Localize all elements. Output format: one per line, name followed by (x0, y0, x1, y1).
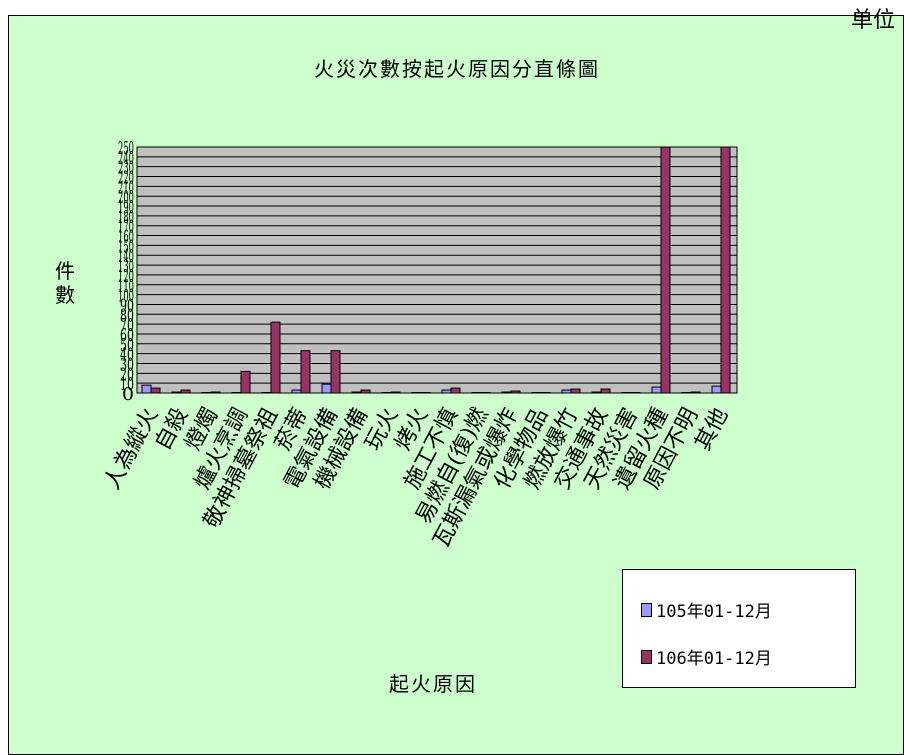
bar-series1-8 (381, 392, 392, 394)
bar-series1-15 (591, 391, 602, 394)
plot-area (136, 146, 738, 394)
legend-item-106: 106年01-12月 (641, 644, 772, 669)
y-tick-label: 110 (118, 276, 134, 297)
bar-series2-12 (510, 390, 521, 394)
bar-series2-18 (690, 391, 701, 394)
bar-series1-18 (681, 392, 692, 394)
corner-text: 单位 (850, 8, 895, 33)
bar-series1-1 (171, 391, 182, 394)
y-tick-label: 150 (118, 236, 134, 257)
y-tick-label: 180 (118, 207, 134, 228)
bar-series2-8 (390, 391, 401, 394)
y-tick-label: 170 (118, 217, 134, 238)
y-tick-label: 140 (118, 246, 134, 267)
bar-series2-2 (210, 391, 221, 394)
bar-series1-9 (411, 392, 422, 394)
bar-series1-17 (651, 386, 662, 394)
bar-series2-3 (240, 370, 251, 394)
y-tick-label: 40 (120, 345, 134, 366)
legend-item-105: 105年01-12月 (641, 597, 772, 622)
bar-series1-14 (561, 389, 572, 394)
bar-series2-9 (420, 392, 431, 394)
bar-series1-6 (321, 383, 332, 394)
bar-chart: 0102030405060708090100110120130140150160… (100, 138, 738, 552)
bar-series2-1 (180, 389, 191, 394)
bar-series1-4 (261, 392, 272, 394)
bar-series2-4 (270, 321, 281, 394)
legend-swatch-106 (641, 649, 652, 664)
y-tick-label: 200 (118, 187, 134, 208)
y-tick-label: 0 (122, 384, 134, 405)
y-tick-label: 10 (120, 374, 134, 395)
bar-series1-12 (501, 391, 512, 394)
legend-swatch-105 (641, 602, 652, 617)
y-tick-label: 20 (120, 364, 134, 385)
bar-series1-16 (621, 392, 632, 394)
bar-series1-2 (201, 392, 212, 394)
chart-area: 单位 火災次數按起火原因分直條圖 件數 起火原因 0 10 20 30 40 50 60 70… (8, 8, 904, 755)
bar-series2-13 (540, 392, 551, 394)
bar-series2-17 (660, 146, 671, 394)
y-tick-label: 70 (120, 315, 134, 336)
bar-series1-3 (231, 392, 242, 394)
legend: 105年01-12月 106年01-12月 (622, 569, 856, 688)
bar-series1-19 (711, 385, 722, 394)
y-tick-label: 130 (118, 256, 134, 277)
bar-series1-7 (351, 391, 362, 394)
y-tick-label: 100 (118, 286, 134, 307)
bar-series2-5 (300, 350, 311, 394)
bar-series2-19 (720, 146, 731, 394)
y-tick-label: 30 (120, 354, 134, 375)
y-tick-label: 210 (118, 177, 134, 198)
legend-label-106: 106年01-12月 (656, 649, 772, 669)
x-tick-label: 其他 (691, 404, 734, 455)
y-tick-label: 220 (118, 168, 134, 189)
y-axis-label: 件數 (55, 259, 75, 307)
y-tick-label: 80 (120, 305, 134, 326)
bar-series1-11 (471, 392, 482, 394)
y-tick-label: 230 (118, 158, 134, 179)
bar-series2-7 (360, 389, 371, 394)
bar-series2-6 (330, 350, 341, 394)
chart-title: 火災次數按起火原因分直條圖 (314, 57, 600, 81)
bar-series2-15 (600, 388, 611, 394)
bar-series1-0 (141, 384, 152, 394)
y-tick-label: 120 (118, 266, 134, 287)
bar-series1-5 (291, 389, 302, 394)
bar-series2-0 (150, 387, 161, 394)
y-tick-label: 240 (118, 148, 134, 169)
bar-series2-10 (450, 387, 461, 394)
bar-series2-11 (480, 392, 491, 394)
y-tick-label: 160 (118, 227, 134, 248)
y-tick-label: 60 (120, 325, 134, 346)
y-tick-label: 50 (120, 335, 134, 356)
bar-series2-14 (570, 388, 581, 394)
y-tick-label: 190 (118, 197, 134, 218)
bar-series2-16 (630, 392, 641, 394)
bar-series1-10 (441, 389, 452, 394)
x-tick-label: 人為縱火 (100, 404, 163, 493)
bar-series1-13 (531, 392, 542, 394)
legend-label-105: 105年01-12月 (656, 602, 772, 622)
x-axis-label: 起火原因 (389, 672, 477, 696)
y-tick-label: 250 (118, 138, 134, 159)
y-tick-label: 90 (120, 295, 134, 316)
